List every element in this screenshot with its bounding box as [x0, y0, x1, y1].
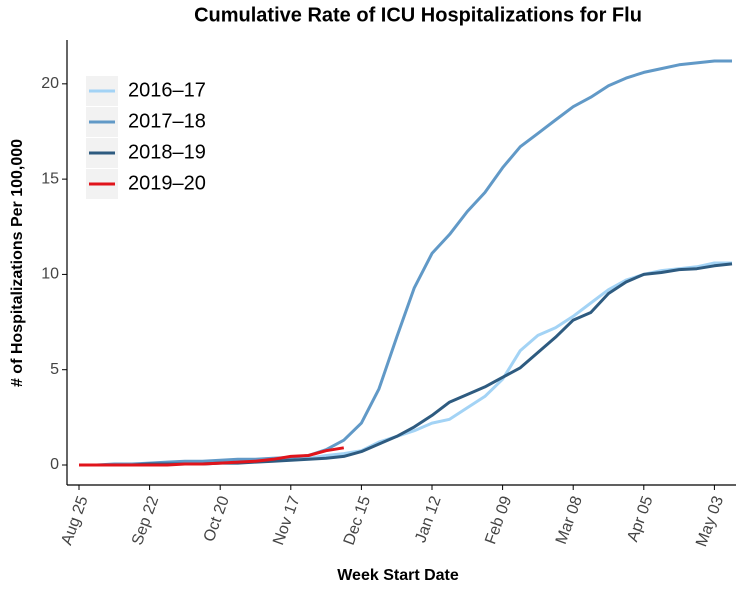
x-tick-label: May 03: [693, 494, 727, 549]
y-axis-title: # of Hospitalizations Per 100,000: [9, 139, 26, 387]
line: [79, 59, 732, 467]
legend-label: 2019–20: [128, 172, 206, 194]
x-tick-label: Oct 20: [201, 494, 233, 544]
line: [79, 261, 732, 467]
y-tick-label: 15: [41, 170, 59, 187]
x-tick-label: Jan 12: [412, 494, 444, 545]
x-tick-label: Mar 08: [553, 494, 586, 547]
y-tick-label: 10: [41, 266, 59, 283]
legend-label: 2016–17: [128, 79, 206, 101]
y-tick-label: 0: [50, 456, 59, 473]
x-tick-label: Nov 17: [270, 494, 303, 548]
x-tick-label: Aug 25: [58, 494, 91, 548]
y-tick-label: 20: [41, 75, 59, 92]
x-tick-label: Feb 09: [482, 494, 515, 547]
line: [79, 446, 345, 467]
x-tick-label: Apr 05: [624, 494, 656, 544]
legend-label: 2017–18: [128, 110, 206, 132]
legend-label: 2018–19: [128, 141, 206, 163]
chart-title: Cumulative Rate of ICU Hospitalizations …: [194, 4, 642, 26]
x-axis-title: Week Start Date: [337, 567, 459, 584]
y-tick-label: 5: [50, 361, 59, 378]
x-tick-label: Sep 22: [129, 494, 162, 548]
x-tick-label: Dec 15: [341, 494, 374, 548]
